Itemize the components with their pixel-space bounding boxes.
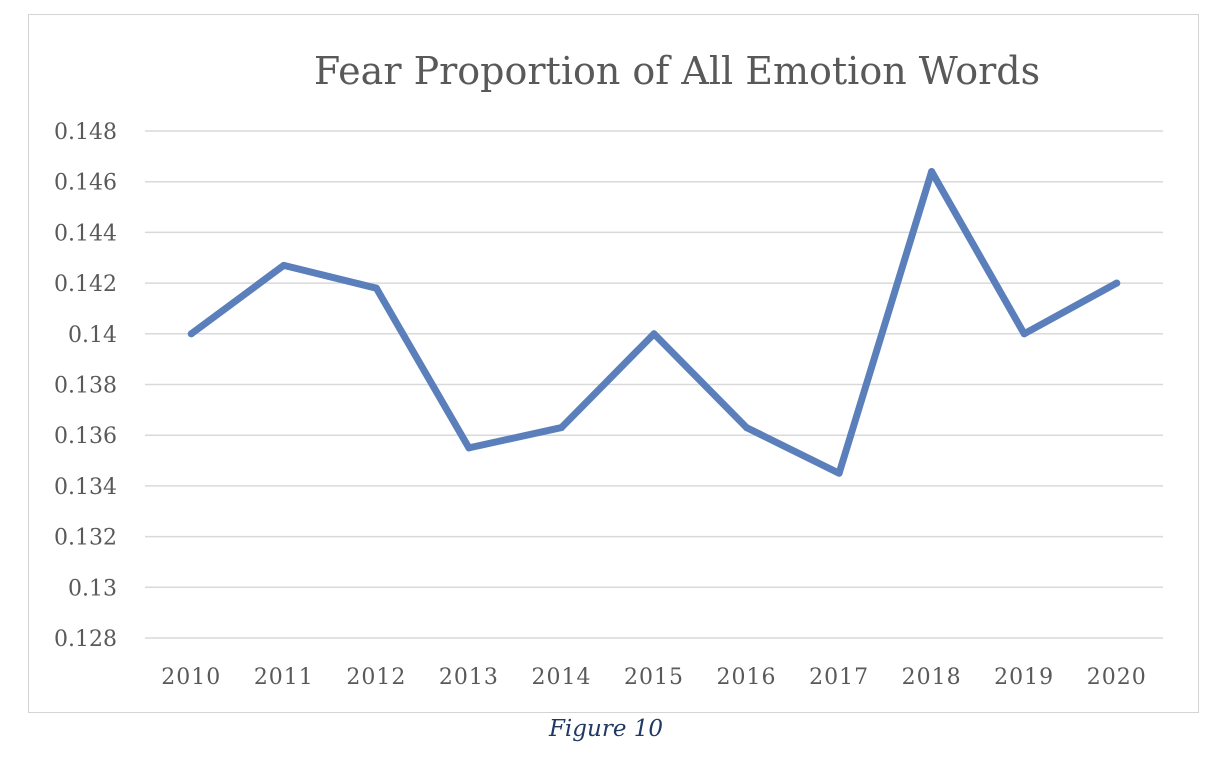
data-point: [465, 444, 473, 452]
x-axis-ticks: 2010 2011 2012 2013 2014 2015 2016 2017 2018 2019…: [161, 665, 1147, 690]
x-tick-label: 2010: [161, 665, 221, 690]
y-tick-label: 0.138: [54, 374, 117, 399]
x-tick-label: 2020: [1087, 665, 1147, 690]
data-point: [1113, 279, 1121, 287]
x-tick-label: 2017: [809, 665, 869, 690]
x-tick-label: 2018: [902, 665, 962, 690]
data-point: [743, 424, 751, 432]
data-point: [280, 261, 288, 269]
data-point: [835, 469, 843, 477]
data-point: [557, 424, 565, 432]
y-tick-label: 0.144: [54, 221, 117, 246]
x-tick-label: 2012: [346, 665, 406, 690]
x-tick-label: 2016: [717, 665, 777, 690]
y-tick-label: 0.148: [54, 120, 117, 145]
y-tick-label: 0.13: [68, 576, 117, 601]
data-point: [650, 330, 658, 338]
line-chart: Fear Proportion of All Emotion Words 0.1…: [54, 49, 1163, 690]
y-tick-label: 0.142: [54, 272, 117, 297]
y-tick-label: 0.146: [54, 171, 117, 196]
y-tick-label: 0.132: [54, 526, 117, 551]
series-group: [187, 168, 1121, 477]
x-tick-label: 2019: [994, 665, 1054, 690]
series-line: [187, 168, 1121, 477]
x-tick-label: 2013: [439, 665, 499, 690]
y-axis-ticks: 0.128 0.13 0.132 0.134 0.136 0.138 0.14 0.142 0.…: [54, 120, 117, 652]
chart-title: Fear Proportion of All Emotion Words: [314, 49, 1040, 93]
y-tick-label: 0.134: [54, 475, 117, 500]
data-point: [187, 330, 195, 338]
data-point: [1020, 330, 1028, 338]
x-tick-label: 2014: [531, 665, 591, 690]
figure-caption: Figure 10: [548, 716, 664, 742]
x-tick-label: 2011: [254, 665, 314, 690]
y-tick-label: 0.14: [68, 323, 117, 348]
gridlines: [145, 130, 1163, 639]
data-point: [928, 168, 936, 176]
data-point: [372, 284, 380, 292]
y-tick-label: 0.128: [54, 627, 117, 652]
x-tick-label: 2015: [624, 665, 684, 690]
y-tick-label: 0.136: [54, 424, 117, 449]
